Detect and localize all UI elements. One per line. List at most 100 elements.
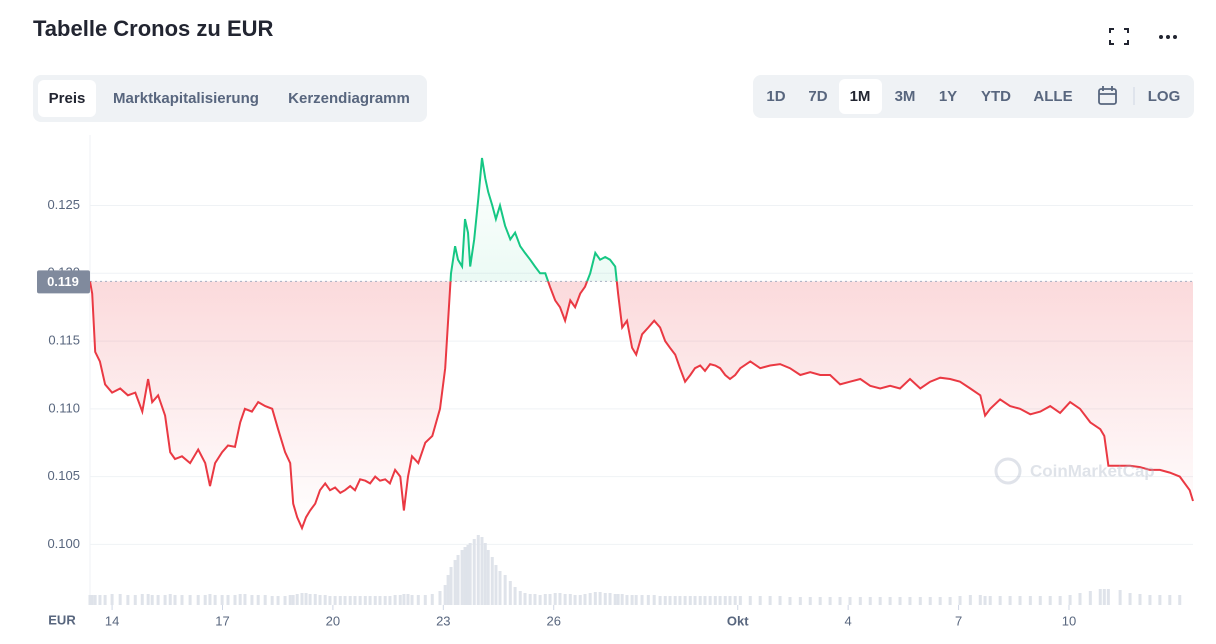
volume-bar — [213, 595, 217, 605]
y-tick-label: 0.105 — [47, 468, 80, 483]
tab[interactable]: Kerzendiagramm — [288, 90, 410, 107]
volume-bar — [733, 596, 737, 605]
x-tick-label: 7 — [955, 613, 962, 628]
range-button[interactable]: ALLE — [1033, 88, 1072, 105]
volume-bar — [486, 550, 490, 605]
volume-bar — [788, 597, 792, 605]
volume-bar — [543, 594, 547, 605]
range-button[interactable]: 1Y — [939, 88, 957, 105]
volume-bar — [333, 596, 337, 605]
volume-bar — [483, 543, 487, 605]
price-line-down — [89, 281, 1194, 531]
volume-bar — [373, 596, 377, 605]
volume-bar — [578, 595, 582, 605]
volume-bar — [603, 593, 607, 605]
y-tick-label: 0.100 — [47, 536, 80, 551]
volume-bar — [583, 594, 587, 605]
volume-bar — [818, 597, 822, 605]
x-tick-label: 20 — [326, 613, 340, 628]
volume-bar — [828, 597, 832, 605]
volume-bar — [634, 595, 638, 605]
volume-bar — [423, 595, 427, 605]
volume-bar — [518, 591, 522, 605]
volume-bar — [738, 596, 742, 605]
watermark-logo — [994, 457, 1022, 485]
volume-bar — [673, 596, 677, 605]
volume-bar — [928, 597, 932, 605]
volume-bar — [620, 594, 624, 605]
volume-bar — [538, 595, 542, 605]
reference-label: 0.119 — [47, 274, 79, 289]
volume-bar — [226, 595, 230, 605]
volume-bar — [220, 595, 224, 605]
volume-bar — [156, 595, 160, 605]
volume-bar — [868, 597, 872, 605]
volume-bar — [180, 595, 184, 605]
range-button[interactable]: 1D — [766, 88, 785, 105]
y-tick-label: 0.110 — [48, 400, 80, 415]
volume-bar — [808, 597, 812, 605]
range-button[interactable]: 3M — [895, 88, 916, 105]
volume-bar — [1158, 595, 1162, 605]
volume-bar — [698, 596, 702, 605]
volume-bar — [291, 595, 295, 605]
price-line-up — [89, 157, 618, 282]
calendar-icon[interactable] — [1098, 86, 1117, 105]
x-tick-label: 23 — [436, 613, 450, 628]
volume-bar — [188, 595, 192, 605]
volume-bar — [598, 592, 602, 605]
fullscreen-icon[interactable] — [1109, 28, 1129, 45]
volume-bar — [693, 596, 697, 605]
volume-bar — [1168, 595, 1172, 605]
volume-bar — [663, 596, 667, 605]
volume-bar — [658, 596, 662, 605]
volume-bar — [402, 594, 406, 605]
volume-bar — [353, 596, 357, 605]
volume-bar — [503, 575, 507, 605]
volume-bar — [918, 597, 922, 605]
volume-bar — [250, 595, 254, 605]
watermark: CoinMarketCap — [994, 457, 1155, 485]
range-button[interactable]: YTD — [981, 88, 1011, 105]
volume-bar — [1118, 590, 1122, 605]
range-button[interactable]: 7D — [808, 88, 827, 105]
more-icon[interactable] — [1159, 35, 1177, 39]
volume-bar — [110, 594, 114, 605]
volume-bar — [998, 596, 1002, 605]
log-button[interactable]: LOG — [1148, 88, 1181, 105]
volume-bar — [988, 596, 992, 605]
volume-bar — [208, 594, 212, 605]
y-tick-label: 0.115 — [48, 333, 80, 348]
volume-bar — [383, 596, 387, 605]
volume-bar — [858, 597, 862, 605]
volume-bar — [93, 595, 97, 605]
volume-bar — [563, 594, 567, 605]
volume-bar — [553, 593, 557, 605]
volume-bar — [438, 591, 442, 605]
volume-bar — [1106, 589, 1110, 605]
volume-bar — [308, 594, 312, 605]
volume-bar — [283, 596, 287, 605]
volume-bar — [778, 596, 782, 605]
volume-bar — [888, 597, 892, 605]
volume-bar — [480, 537, 484, 605]
x-tick-label: 10 — [1062, 613, 1076, 628]
volume-bar — [1078, 593, 1082, 605]
volume-bar — [318, 595, 322, 605]
volume-bar — [646, 595, 650, 605]
volume-bar — [456, 555, 460, 605]
volume-bar — [313, 594, 317, 605]
volume-bar — [468, 543, 472, 605]
range-button[interactable]: 1M — [850, 88, 871, 105]
volume-bar — [466, 545, 470, 605]
volume-bar — [243, 594, 247, 605]
tab[interactable]: Marktkapitalisierung — [113, 90, 259, 107]
volume-bar — [196, 595, 200, 605]
volume-bar — [1128, 593, 1132, 605]
volume-bar — [323, 595, 327, 605]
volume-bar — [513, 587, 517, 605]
tab[interactable]: Preis — [49, 90, 86, 107]
volume-bar — [304, 593, 308, 605]
volume-bar — [270, 596, 274, 605]
volume-bar — [368, 596, 372, 605]
